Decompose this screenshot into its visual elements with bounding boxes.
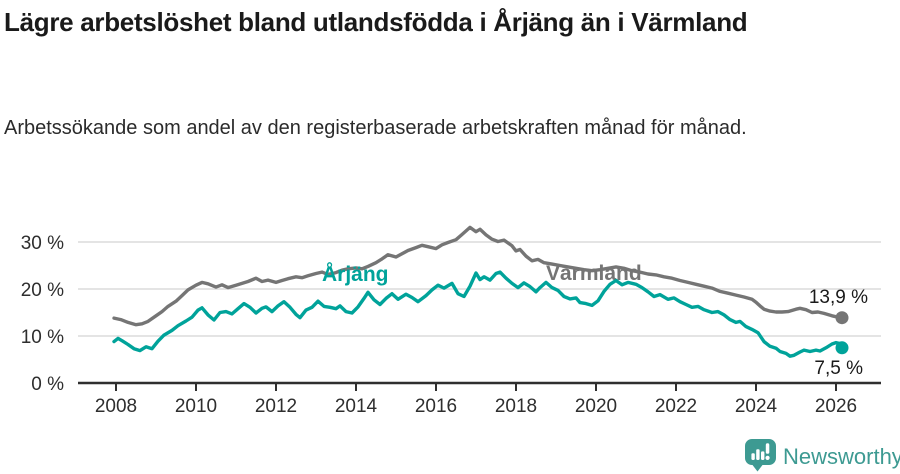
varmland-end-dot (835, 311, 849, 325)
newsworthy-logo: Newsworthy (745, 439, 900, 472)
x-axis-tick-label: 2024 (735, 396, 778, 417)
bar-chart-icon (751, 449, 765, 460)
x-axis-tick-label: 2020 (575, 396, 617, 417)
chart-subtitle: Arbetssökande som andel av den registerb… (4, 117, 747, 139)
x-axis-tick-label: 2014 (335, 396, 378, 417)
x-axis-tick-label: 2010 (175, 396, 217, 417)
arjang-end-value-label: 7,5 % (814, 358, 863, 379)
x-axis-tick-label: 2012 (255, 396, 297, 417)
x-axis-tick-label: 2022 (655, 396, 697, 417)
speech-bubble-shape (745, 439, 776, 472)
arjang-end-dot (835, 341, 849, 355)
arjang-line (112, 270, 844, 358)
y-axis-tick-label: 20 % (21, 280, 64, 301)
varmland-line (112, 225, 844, 327)
y-axis-tick-label: 0 % (31, 374, 64, 395)
x-axis-tick-label: 2016 (415, 396, 457, 417)
exclamation-icon (765, 443, 770, 460)
y-axis-tick-label: 10 % (21, 327, 64, 348)
y-axis-tick-label: 30 % (21, 233, 64, 254)
newsworthy-wordmark: Newsworthy (783, 444, 900, 469)
x-axis-tick-label: 2026 (815, 396, 857, 417)
x-axis-tick-label: 2018 (495, 396, 537, 417)
newsworthy-logo-icon (745, 439, 776, 472)
varmland-end-value-label: 13,9 % (809, 287, 868, 308)
chart-title: Lägre arbetslöshet bland utlandsfödda i … (4, 7, 748, 37)
x-axis-tick-label: 2008 (95, 396, 137, 417)
arjang-series-label: Årjäng (322, 262, 389, 286)
varmland-series-label: Värmland (546, 262, 642, 285)
